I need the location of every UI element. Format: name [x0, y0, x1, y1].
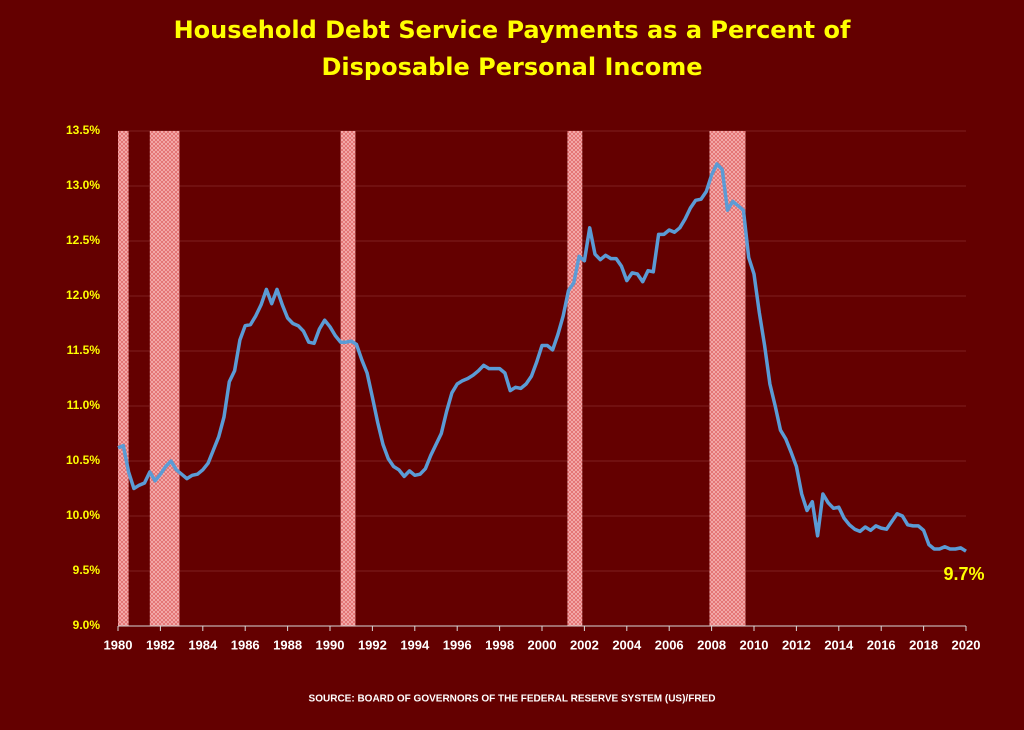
- x-tick-label: 1992: [358, 637, 387, 652]
- x-tick-label: 2016: [867, 637, 896, 652]
- x-tick-label: 1988: [273, 637, 302, 652]
- y-tick-label: 13.5%: [66, 123, 100, 137]
- y-tick-label: 10.0%: [66, 508, 100, 522]
- y-tick-label: 10.5%: [66, 453, 100, 467]
- y-tick-label: 11.0%: [67, 398, 101, 412]
- x-tick-label: 2012: [782, 637, 811, 652]
- data-line: [117, 162, 967, 553]
- recession-band: [567, 131, 583, 626]
- y-tick-label: 9.0%: [73, 618, 101, 632]
- y-tick-label: 11.5%: [67, 343, 101, 357]
- x-tick-label: 2002: [570, 637, 599, 652]
- x-tick-label: 1998: [485, 637, 514, 652]
- recession-band: [118, 131, 129, 626]
- x-tick-label: 1990: [316, 637, 345, 652]
- chart-title: Household Debt Service Payments as a Per…: [173, 16, 851, 81]
- y-tick-label: 12.5%: [66, 233, 100, 247]
- end-annotation: 9.7%: [943, 564, 984, 584]
- x-tick-label: 1996: [443, 637, 472, 652]
- x-tick-label: 2018: [909, 637, 938, 652]
- x-tick-label: 1982: [146, 637, 175, 652]
- recession-band: [709, 131, 746, 626]
- y-tick-label: 13.0%: [66, 178, 100, 192]
- x-tick-label: 2010: [740, 637, 769, 652]
- x-tick-label: 1984: [188, 637, 218, 652]
- x-tick-label: 1994: [400, 637, 430, 652]
- source-note: SOURCE: BOARD OF GOVERNORS OF THE FEDERA…: [309, 694, 716, 705]
- x-tick-label: 2006: [655, 637, 684, 652]
- x-tick-label: 2000: [528, 637, 557, 652]
- x-tick-label: 1980: [104, 637, 133, 652]
- recession-band: [340, 131, 356, 626]
- recession-band: [149, 131, 180, 626]
- x-tick-label: 2020: [952, 637, 981, 652]
- x-tick-label: 1986: [231, 637, 260, 652]
- y-tick-label: 12.0%: [66, 288, 100, 302]
- x-tick-label: 2014: [824, 637, 854, 652]
- y-tick-label: 9.5%: [73, 563, 101, 577]
- x-tick-label: 2008: [697, 637, 726, 652]
- x-tick-label: 2004: [612, 637, 642, 652]
